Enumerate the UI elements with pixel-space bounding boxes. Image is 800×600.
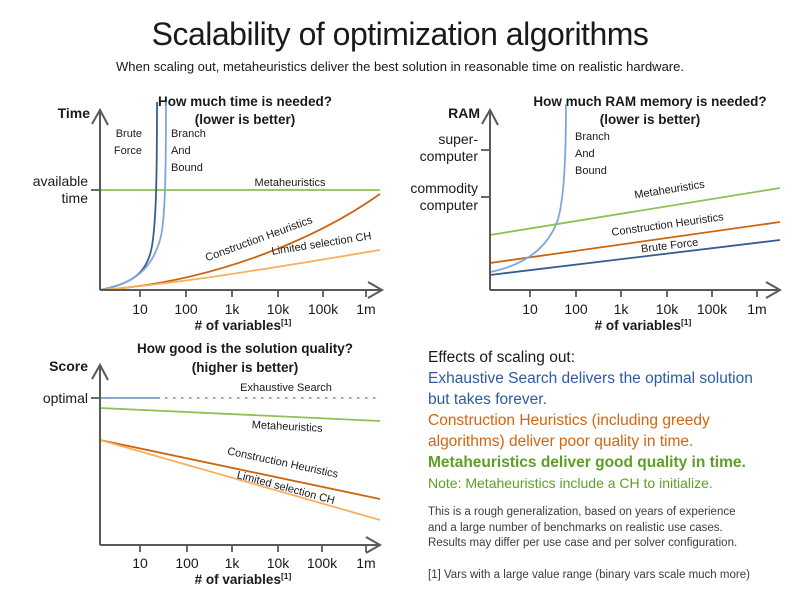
time-x-axis-label: # of variables[1] <box>195 317 292 333</box>
time-y-axis-arrow-icon <box>91 107 109 126</box>
x-tick-label: 100 <box>175 555 199 571</box>
ram-super-label: super- <box>438 131 478 147</box>
panel-exhaustive-text: Exhaustive Search delivers the optimal s… <box>428 370 753 387</box>
panel-disclaimer: This is a rough generalization, based on… <box>428 505 796 552</box>
ram-brute-force-line <box>489 239 781 276</box>
figure-title: Scalability of optimization algorithms <box>151 16 649 52</box>
quality-chart-subtitle: (higher is better) <box>192 360 299 375</box>
time-branch-and-bound-label: And <box>171 145 191 157</box>
x-tick-label: 100k <box>697 301 728 317</box>
ram-construction-label: Construction Heuristics <box>611 211 725 239</box>
ram-branch-and-bound-label: Bound <box>575 165 607 177</box>
figure-subtitle: When scaling out, metaheuristics deliver… <box>116 59 684 74</box>
x-tick-label: 1k <box>225 301 241 317</box>
panel-metaheuristics-text: Metaheuristics deliver good quality in t… <box>428 454 746 471</box>
panel-exhaustive-text: but takes forever. <box>428 391 547 408</box>
time-branch-and-bound-curve <box>99 101 167 291</box>
ram-y-axis-arrow-icon <box>481 107 499 126</box>
ram-metaheuristics-line <box>489 187 781 236</box>
panel-note: Note: Metaheuristics include a CH to ini… <box>428 475 713 491</box>
quality-y-axis-label: Score <box>49 358 88 374</box>
ram-x-ticks <box>529 290 758 297</box>
ram-super-label: computer <box>420 148 479 164</box>
time-available-label: time <box>62 190 89 206</box>
quality-construction-heuristics-line <box>99 439 381 500</box>
ram-chart-title: How much RAM memory is needed? <box>533 94 766 109</box>
x-tick-label: 10k <box>267 555 291 571</box>
panel-footnote: [1] Vars with a large value range (binar… <box>428 568 750 581</box>
panel-disclaimer-line: Results may differ per use case and per … <box>428 537 738 549</box>
time-chart: How much time is needed? (lower is bette… <box>33 94 385 333</box>
x-tick-label: 1m <box>356 301 375 317</box>
time-branch-and-bound-label: Branch <box>171 128 206 140</box>
time-branch-and-bound-label: Bound <box>171 162 203 174</box>
time-chart-title: How much time is needed? <box>158 94 332 109</box>
time-y-axis-label: Time <box>58 105 91 121</box>
quality-limited-selection-line <box>99 439 381 521</box>
quality-y-axis-arrow-icon <box>91 362 109 381</box>
time-x-tick-labels: 10 100 1k 10k 100k 1m <box>132 301 376 317</box>
x-tick-label: 1m <box>747 301 766 317</box>
x-tick-label: 1k <box>225 555 241 571</box>
ram-chart: How much RAM memory is needed? (lower is… <box>410 94 783 333</box>
quality-chart-title: How good is the solution quality? <box>137 341 353 356</box>
x-tick-label: 10 <box>132 555 148 571</box>
quality-x-axis-arrow-icon <box>365 536 383 554</box>
x-tick-label: 100 <box>174 301 198 317</box>
time-chart-subtitle: (lower is better) <box>195 112 296 127</box>
x-tick-label: 10 <box>522 301 538 317</box>
x-tick-label: 10k <box>656 301 680 317</box>
ram-x-tick-labels: 10 100 1k 10k 100k 1m <box>522 301 767 317</box>
ram-commodity-label: commodity <box>410 180 478 196</box>
quality-x-ticks <box>139 545 367 552</box>
time-available-label: available <box>33 173 88 189</box>
time-brute-force-label: Brute <box>116 128 142 140</box>
x-tick-label: 10 <box>132 301 148 317</box>
x-tick-label: 100k <box>307 555 338 571</box>
ram-metaheuristics-label: Metaheuristics <box>634 178 706 201</box>
time-x-ticks <box>139 290 367 297</box>
panel-disclaimer-line: This is a rough generalization, based on… <box>428 506 736 518</box>
panel-disclaimer-line: and a large number of benchmarks on real… <box>428 521 723 534</box>
quality-optimal-label: optimal <box>43 390 88 406</box>
panel-heading: Effects of scaling out: <box>428 349 576 366</box>
panel-construction-text: algorithms) deliver poor quality in time… <box>428 433 694 450</box>
quality-metaheuristics-line <box>99 407 381 422</box>
effects-panel: Effects of scaling out: Exhaustive Searc… <box>428 347 796 581</box>
quality-exhaustive-label: Exhaustive Search <box>240 382 332 394</box>
ram-commodity-label: computer <box>420 197 479 213</box>
quality-chart: How good is the solution quality? (highe… <box>43 341 383 587</box>
x-tick-label: 1k <box>614 301 630 317</box>
x-tick-label: 10k <box>267 301 291 317</box>
time-brute-force-label: Force <box>114 145 142 157</box>
x-tick-label: 1m <box>356 555 375 571</box>
ram-branch-and-bound-label: Branch <box>575 131 610 143</box>
quality-x-axis-label: # of variables[1] <box>195 571 292 587</box>
ram-y-axis-label: RAM <box>448 105 480 121</box>
ram-construction-heuristics-line <box>489 221 781 264</box>
ram-chart-subtitle: (lower is better) <box>600 112 701 127</box>
ram-x-axis-label: # of variables[1] <box>595 317 692 333</box>
time-metaheuristics-label: Metaheuristics <box>255 177 326 189</box>
x-tick-label: 100 <box>564 301 588 317</box>
time-x-axis-arrow-icon <box>367 281 385 299</box>
ram-branch-and-bound-label: And <box>575 148 595 160</box>
panel-construction-text: Construction Heuristics (including greed… <box>428 412 710 429</box>
ram-x-axis-arrow-icon <box>765 281 783 299</box>
ram-branch-and-bound-curve <box>489 103 567 273</box>
time-limited-selection-curve <box>99 249 381 291</box>
quality-metaheuristics-label: Metaheuristics <box>251 419 323 435</box>
x-tick-label: 100k <box>308 301 339 317</box>
quality-x-tick-labels: 10 100 1k 10k 100k 1m <box>132 555 376 571</box>
